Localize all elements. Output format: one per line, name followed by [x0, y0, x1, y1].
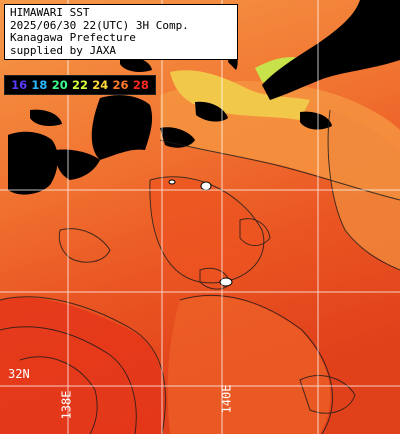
longitude-label-138e: 138E	[59, 390, 74, 420]
land-cloud-cluster-6	[300, 111, 332, 130]
temperature-legend: 16 18 20 22 24 26 28	[4, 75, 156, 95]
land-cloud-cluster-5	[195, 101, 228, 122]
cloud-gap-3	[168, 179, 176, 185]
title-product: HIMAWARI SST	[10, 6, 90, 19]
warm-water-southwest	[0, 297, 164, 434]
legend-tick-26: 26	[112, 78, 129, 92]
cloud-gap-2	[219, 277, 233, 287]
legend-tick-20: 20	[51, 78, 68, 92]
latitude-label-32n: 32N	[8, 367, 30, 381]
legend-tick-18: 18	[31, 78, 48, 92]
warm-water-center	[150, 177, 262, 281]
legend-tick-16: 16	[11, 78, 28, 92]
title-box: HIMAWARI SST 2025/06/30 22(UTC) 3H Comp.…	[4, 4, 238, 60]
land-cloud-cluster-8	[120, 57, 152, 72]
land-cloud-cluster-1	[91, 95, 153, 160]
land-cloud-cluster-7	[30, 109, 62, 126]
land-honshu	[240, 0, 400, 100]
legend-tick-24: 24	[92, 78, 109, 92]
cloud-gap-1	[200, 181, 212, 191]
cloud-gaps	[168, 179, 233, 287]
title-region: Kanagawa Prefecture	[10, 31, 136, 44]
warm-water-south	[167, 296, 331, 434]
legend-tick-22: 22	[71, 78, 88, 92]
land-cloud-cluster-2	[8, 131, 58, 195]
title-credit: supplied by JAXA	[10, 43, 116, 57]
land-cloud-cluster-3	[55, 149, 100, 180]
title-timestamp: 2025/06/30 22(UTC) 3H Comp.	[10, 18, 189, 32]
legend-tick-28: 28	[132, 78, 149, 92]
longitude-label-140e: 140E	[219, 384, 234, 414]
